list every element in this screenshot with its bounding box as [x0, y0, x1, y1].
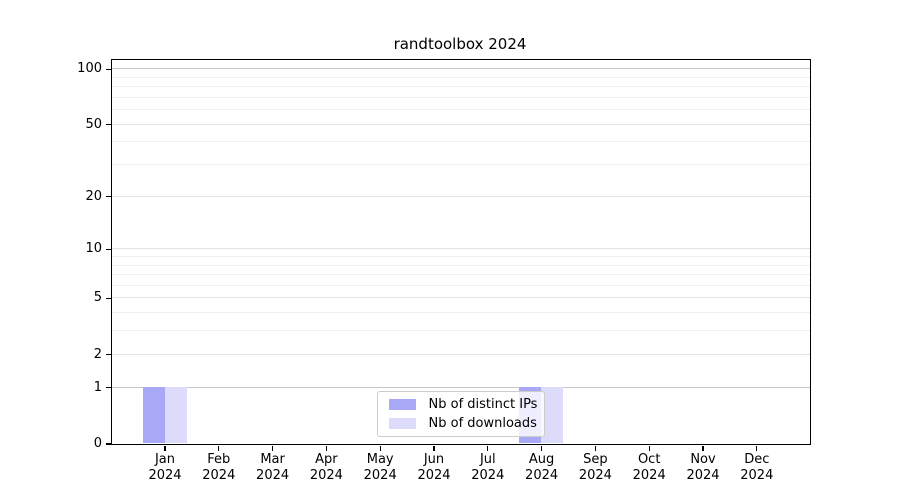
x-axis-tick: [379, 445, 381, 451]
gridline-minor: [111, 264, 810, 266]
x-tick-label: Sep 2024: [578, 452, 612, 483]
x-tick-label: Jun 2024: [417, 452, 451, 483]
y-axis-tick: [105, 443, 112, 445]
y-tick-label: 2: [93, 346, 102, 362]
gridline-minor: [111, 141, 810, 143]
gridline-minor: [111, 76, 810, 78]
y-axis-tick: [105, 248, 112, 250]
legend-label-downloads: Nb of downloads: [428, 415, 537, 431]
x-tick-label: Mar 2024: [256, 452, 290, 483]
x-tick-label: Jan 2024: [148, 452, 182, 483]
gridline-minor: [111, 96, 810, 98]
x-tick-label: Apr 2024: [309, 452, 343, 483]
x-axis-tick: [325, 445, 328, 451]
gridline-major: [111, 248, 810, 250]
legend-swatch-downloads: [388, 417, 416, 429]
gridline-minor: [111, 274, 810, 276]
x-axis-tick: [648, 445, 650, 451]
gridline-minor: [111, 256, 810, 257]
chart-title: randtoolbox 2024: [393, 35, 527, 53]
gridline-minor: [111, 109, 810, 111]
bar-layer: [112, 60, 810, 444]
x-tick-label: Jul 2024: [471, 452, 505, 483]
gridline-minor: [111, 86, 810, 88]
y-tick-label: 10: [85, 241, 102, 257]
legend-item-downloads: Nb of downloads: [385, 414, 544, 433]
y-axis-tick: [105, 297, 112, 300]
x-axis-tick: [540, 445, 543, 451]
bar-downloads-aug: [541, 387, 564, 444]
y-axis-tick: [105, 68, 112, 70]
x-tick-label: May 2024: [363, 452, 397, 483]
legend-label-distinct-ips: Nb of distinct IPs: [428, 396, 538, 412]
x-tick-label: Aug 2024: [525, 452, 559, 483]
x-axis-tick: [702, 445, 704, 451]
x-tick-label: Feb 2024: [202, 452, 236, 483]
legend: Nb of distinct IPs Nb of downloads: [376, 390, 545, 437]
gridline-minor: [111, 164, 810, 166]
bar-downloads-jan: [164, 387, 187, 444]
legend-swatch-distinct-ips: [388, 398, 416, 410]
y-axis-tick: [105, 124, 112, 126]
gridline-major: [111, 386, 810, 388]
y-tick-label: 20: [85, 188, 102, 204]
x-tick-label: Dec 2024: [740, 452, 774, 483]
grid-layer: [111, 60, 810, 444]
x-axis-tick: [218, 445, 220, 451]
plot-area: Nb of distinct IPs Nb of downloads: [110, 58, 811, 445]
y-tick-label: 5: [93, 290, 102, 306]
gridline-major: [111, 68, 810, 70]
x-axis-tick: [271, 445, 274, 451]
x-axis-tick: [594, 445, 597, 451]
x-axis-tick: [487, 445, 489, 451]
y-tick-label: 100: [77, 61, 102, 77]
gridline-major: [111, 297, 810, 299]
gridline-minor: [111, 312, 810, 314]
x-axis-tick: [756, 445, 758, 451]
gridline-minor: [111, 330, 810, 332]
x-tick-label: Oct 2024: [632, 452, 666, 483]
bar-distinct-ips-jan: [142, 387, 165, 444]
y-axis-tick: [105, 354, 112, 356]
y-tick-label: 50: [85, 116, 102, 132]
y-tick-label: 0: [93, 436, 102, 451]
gridline-major: [111, 195, 810, 197]
x-axis-tick: [164, 445, 166, 451]
legend-item-distinct-ips: Nb of distinct IPs: [385, 395, 544, 414]
gridline-minor: [111, 284, 810, 286]
y-tick-label: 1: [93, 379, 102, 395]
gridline-major: [111, 353, 810, 355]
gridline-major: [111, 123, 810, 125]
x-tick-label: Nov 2024: [686, 452, 720, 483]
y-axis-tick: [105, 387, 112, 389]
x-axis-tick: [433, 445, 435, 451]
y-axis-tick: [105, 196, 112, 198]
